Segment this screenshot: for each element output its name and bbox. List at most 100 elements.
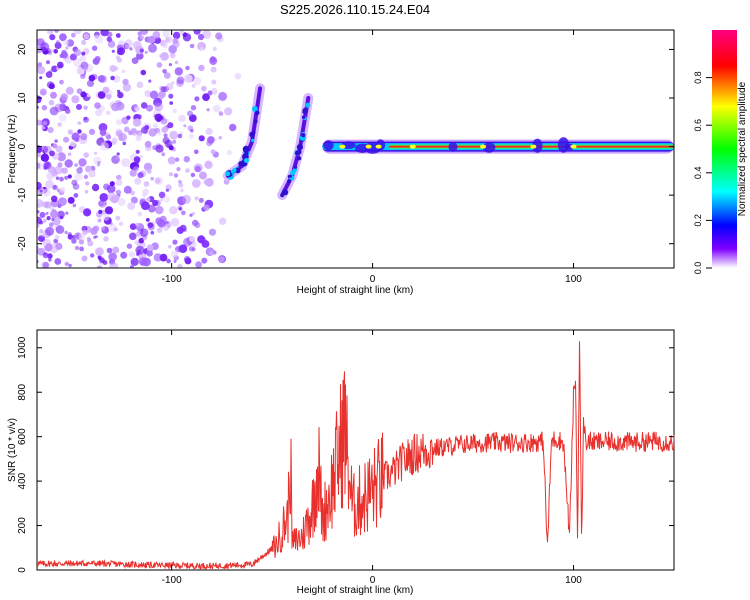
noise-blob	[39, 88, 47, 96]
noise-blob	[142, 257, 151, 267]
noise-blob	[67, 152, 72, 156]
noise-blob	[115, 215, 121, 221]
noise-blob	[178, 114, 186, 123]
chirp-blob	[254, 119, 258, 124]
noise-blob	[40, 42, 50, 52]
noise-blob	[94, 56, 101, 62]
noise-blob	[140, 102, 148, 109]
noise-blob	[52, 143, 58, 149]
noise-blob	[198, 197, 204, 203]
noise-blob	[72, 235, 76, 239]
noise-blob	[76, 167, 83, 174]
noise-blob	[133, 156, 141, 163]
noise-blob	[154, 113, 163, 122]
noise-blob	[117, 89, 121, 94]
signal-band-blob	[482, 142, 496, 153]
noise-blob	[181, 194, 191, 204]
noise-blob	[146, 250, 153, 257]
noise-blob	[49, 34, 56, 41]
noise-blob	[109, 262, 119, 268]
noise-blob	[182, 32, 188, 37]
noise-blob	[47, 127, 54, 134]
noise-blob	[99, 129, 107, 136]
noise-blob	[39, 189, 43, 193]
noise-blob	[205, 127, 213, 135]
noise-blob	[50, 91, 57, 99]
noise-blob	[193, 77, 202, 85]
noise-blob	[39, 211, 46, 218]
noise-blob	[135, 222, 140, 227]
noise-blob	[94, 34, 99, 39]
chirp-blob	[252, 131, 256, 135]
noise-blob	[44, 243, 53, 252]
snr-xtick-label: 0	[370, 575, 376, 586]
noise-blob	[137, 132, 142, 137]
colorbar-tick-label: 0.0	[693, 262, 703, 275]
noise-blob	[210, 87, 218, 95]
noise-blob	[72, 183, 80, 190]
noise-blob	[218, 256, 225, 263]
noise-blob	[169, 101, 173, 105]
noise-blob	[148, 43, 157, 53]
noise-blob	[116, 152, 120, 156]
noise-blob	[83, 33, 90, 40]
noise-blob	[135, 149, 140, 154]
noise-blob	[140, 228, 149, 237]
noise-blob	[129, 47, 133, 51]
noise-blob	[97, 91, 106, 99]
noise-blob	[120, 251, 128, 259]
spectrogram-ytick-label: -20	[17, 236, 28, 251]
noise-blob	[200, 46, 204, 51]
noise-blob	[90, 253, 95, 258]
noise-blob	[55, 176, 60, 180]
noise-blob	[98, 209, 103, 214]
noise-blob	[155, 205, 164, 215]
noise-blob	[96, 265, 103, 268]
noise-blob	[129, 232, 137, 241]
noise-blob	[181, 210, 186, 216]
noise-blob	[155, 217, 163, 225]
noise-blob	[53, 49, 58, 54]
noise-blob	[194, 96, 200, 102]
noise-blob	[45, 60, 51, 65]
noise-blob	[124, 39, 133, 48]
noise-blob	[57, 152, 66, 162]
noise-blob	[65, 46, 69, 50]
noise-blob	[107, 192, 117, 202]
noise-blob	[140, 35, 145, 40]
noise-blob	[128, 251, 136, 258]
noise-blob	[161, 126, 168, 133]
noise-blob	[140, 30, 149, 35]
noise-blob	[41, 201, 49, 208]
noise-blob	[94, 102, 101, 109]
noise-blob	[206, 108, 210, 112]
noise-blob	[71, 238, 77, 244]
noise-blob	[207, 136, 215, 144]
signal-band-hotspot	[375, 144, 382, 149]
noise-blob	[188, 133, 194, 140]
noise-blob	[168, 93, 174, 99]
noise-blob	[150, 230, 155, 235]
noise-blob	[94, 235, 98, 239]
noise-blob	[177, 133, 183, 139]
noise-blob	[83, 65, 88, 71]
noise-blob	[218, 135, 222, 140]
noise-blob	[211, 79, 217, 85]
noise-blob	[224, 107, 233, 116]
chirp-blob	[252, 106, 258, 112]
noise-blob	[79, 55, 87, 62]
noise-blob	[168, 63, 172, 67]
noise-blob	[209, 250, 215, 256]
noise-blob	[83, 105, 88, 111]
noise-blob	[53, 238, 59, 244]
noise-blob	[172, 139, 177, 144]
noise-blob	[226, 149, 233, 156]
noise-blob	[137, 211, 143, 217]
noise-blob	[179, 30, 185, 35]
noise-blob	[63, 136, 70, 143]
noise-blob	[146, 169, 152, 174]
noise-blob	[46, 216, 51, 221]
noise-blob	[189, 43, 195, 49]
noise-blob	[59, 176, 64, 182]
noise-blob	[157, 227, 163, 233]
